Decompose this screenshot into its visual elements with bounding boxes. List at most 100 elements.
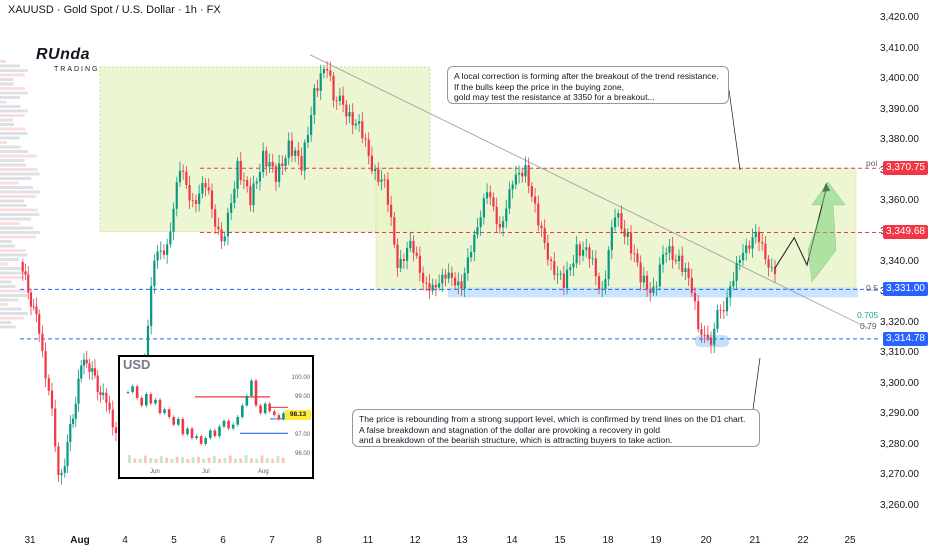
candle-body bbox=[114, 427, 118, 434]
inset-title: USD bbox=[123, 357, 151, 372]
candle-body bbox=[249, 186, 252, 206]
candle-body bbox=[719, 310, 722, 311]
usd-inset-chart: USD 100.0099.0098.0097.0096.00JunJulAug9… bbox=[118, 355, 314, 479]
candle-body bbox=[527, 165, 530, 186]
x-tick-label: 8 bbox=[316, 535, 322, 546]
inset-volume-bar bbox=[276, 456, 280, 463]
candle-body bbox=[703, 334, 706, 336]
inset-volume-bar bbox=[207, 457, 211, 463]
candle-body bbox=[217, 226, 220, 230]
inset-volume-bar bbox=[191, 457, 195, 463]
y-tick-label: 3,320.00 bbox=[880, 316, 919, 328]
inset-candle bbox=[167, 409, 171, 417]
inset-candle bbox=[131, 386, 134, 393]
inset-volume-bar bbox=[133, 458, 137, 463]
inset-candle bbox=[227, 420, 230, 429]
candle-body bbox=[44, 351, 47, 379]
candle-body bbox=[617, 213, 620, 218]
brand-logo: RUnda bbox=[36, 46, 91, 63]
volume-profile-bar bbox=[0, 307, 22, 311]
candle-body bbox=[71, 418, 75, 424]
y-tick-label: 3,280.00 bbox=[880, 438, 919, 450]
candle-body bbox=[684, 268, 687, 273]
candle-body bbox=[175, 182, 178, 209]
volume-profile-bar bbox=[0, 190, 40, 194]
inset-candle bbox=[277, 415, 281, 419]
trend-line bbox=[309, 54, 871, 330]
x-tick-label: 7 bbox=[269, 535, 275, 546]
candle-body bbox=[223, 236, 226, 242]
inset-candle bbox=[204, 438, 208, 444]
price-tag: 3,331.00 bbox=[883, 282, 928, 297]
volume-profile-bar bbox=[0, 231, 40, 234]
candle-body bbox=[553, 261, 556, 275]
y-tick-label: 3,260.00 bbox=[880, 499, 919, 511]
candle-body bbox=[402, 259, 405, 261]
candle-body bbox=[88, 363, 91, 372]
inset-volume-bar bbox=[239, 458, 243, 463]
candle-body bbox=[562, 273, 565, 289]
inset-candle bbox=[176, 418, 180, 425]
candle-body bbox=[559, 273, 562, 275]
candle-body bbox=[262, 150, 265, 173]
candle-body bbox=[246, 180, 249, 187]
candle-body bbox=[706, 334, 709, 338]
volume-profile-bar bbox=[0, 109, 28, 113]
candle-body bbox=[364, 138, 367, 140]
candle-body bbox=[57, 446, 60, 476]
inset-y-tick: 97.00 bbox=[294, 432, 310, 439]
candle-body bbox=[226, 212, 230, 237]
poi-label: poi bbox=[866, 158, 878, 168]
volume-profile-bar bbox=[0, 195, 37, 198]
candle-body bbox=[556, 274, 559, 276]
annotation-top: A local correction is forming after the … bbox=[447, 66, 729, 104]
x-tick-label: 18 bbox=[602, 535, 614, 546]
volume-profile-bar bbox=[0, 258, 19, 261]
candle-body bbox=[399, 259, 402, 269]
inset-volume-bar bbox=[159, 456, 163, 463]
candle-body bbox=[258, 172, 262, 182]
candle-body bbox=[310, 115, 313, 135]
candle-body bbox=[479, 217, 482, 228]
candle-body bbox=[447, 272, 450, 279]
candle-body bbox=[60, 472, 63, 476]
y-tick-label: 3,300.00 bbox=[880, 377, 919, 389]
inset-candle bbox=[282, 413, 285, 419]
volume-profile-bar bbox=[0, 87, 26, 90]
candle-body bbox=[421, 272, 425, 283]
volume-profile-bar bbox=[0, 312, 28, 315]
candle-body bbox=[41, 333, 44, 352]
volume-profile-bar bbox=[0, 78, 14, 81]
candle-body bbox=[77, 378, 80, 404]
candle-body bbox=[345, 104, 348, 117]
volume-profile-bar bbox=[0, 316, 24, 320]
candle-body bbox=[511, 184, 514, 190]
candle-body bbox=[530, 185, 533, 197]
candle-body bbox=[476, 227, 479, 235]
candle-body bbox=[284, 158, 287, 166]
candle-body bbox=[386, 179, 390, 205]
candle-body bbox=[741, 252, 745, 261]
candle-body bbox=[463, 273, 466, 289]
inset-candle bbox=[149, 394, 153, 404]
volume-profile-bar bbox=[0, 262, 8, 266]
candle-body bbox=[722, 310, 725, 312]
candle-body bbox=[655, 286, 658, 287]
volume-profile-bar bbox=[0, 141, 7, 144]
candle-body bbox=[252, 183, 255, 206]
candle-body bbox=[274, 166, 278, 182]
candle-body bbox=[543, 228, 546, 243]
inset-candle bbox=[186, 428, 189, 435]
candle-body bbox=[629, 232, 633, 254]
inset-current-price: 98.13 bbox=[285, 409, 311, 420]
inset-candle bbox=[208, 430, 212, 439]
candle-body bbox=[748, 245, 751, 249]
candle-body bbox=[35, 306, 38, 315]
candle-body bbox=[29, 292, 33, 307]
volume-profile-bar bbox=[0, 244, 16, 248]
x-tick-label: 14 bbox=[506, 535, 518, 546]
candle-body bbox=[306, 134, 310, 143]
candle-body bbox=[207, 187, 210, 191]
candle-body bbox=[453, 277, 457, 286]
